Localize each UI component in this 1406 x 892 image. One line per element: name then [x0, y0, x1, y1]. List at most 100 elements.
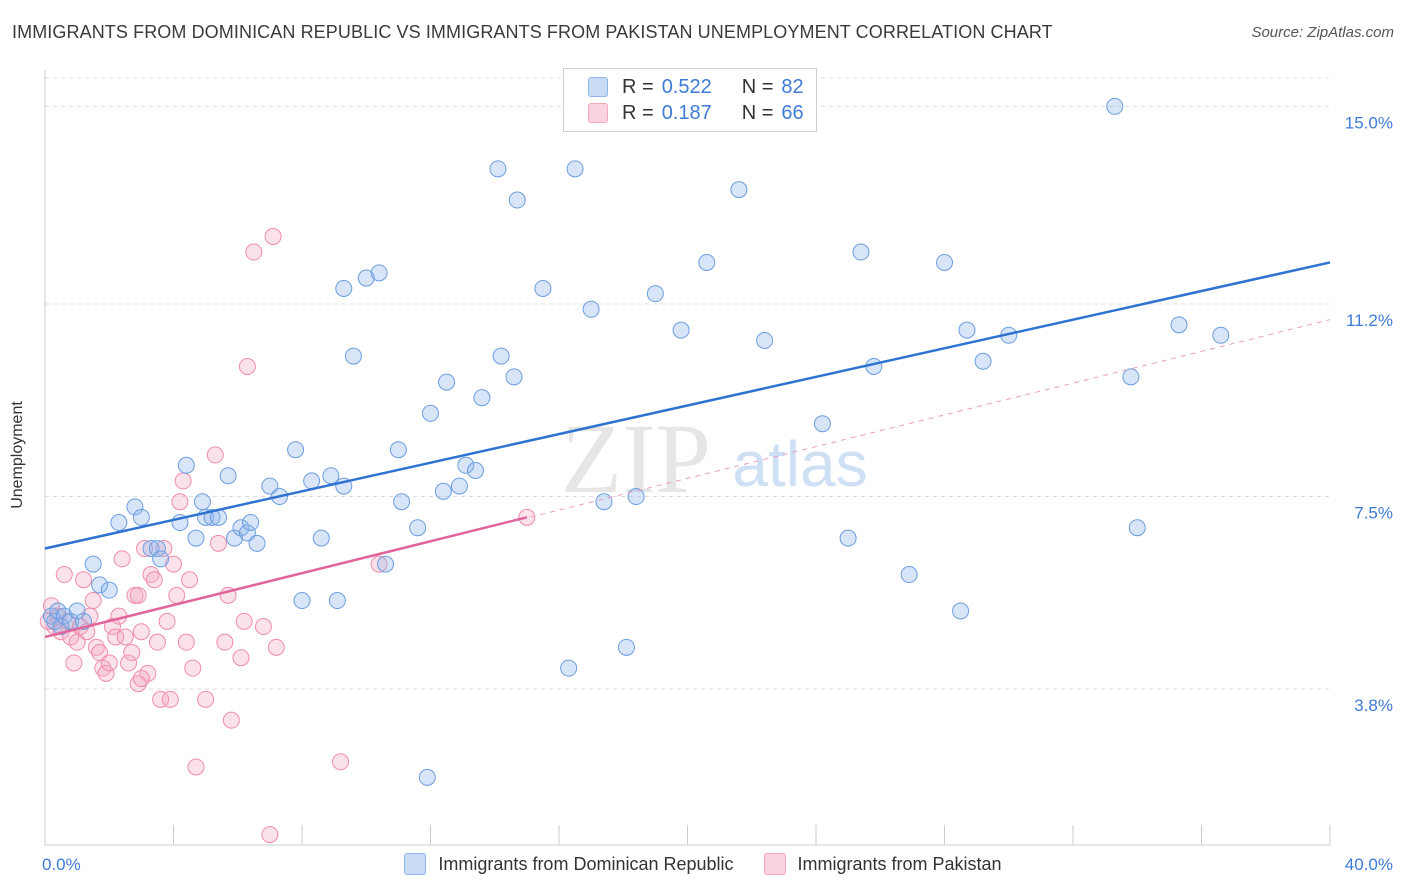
point-pakistan — [161, 690, 179, 708]
point-pakistan — [75, 571, 93, 589]
point-dominican-republic — [322, 467, 340, 485]
series-legend: Immigrants from Dominican Republic Immig… — [0, 852, 1406, 876]
point-dominican-republic — [422, 404, 439, 422]
point-pakistan — [129, 586, 147, 604]
point-dominican-republic — [328, 592, 346, 610]
point-dominican-republic — [219, 467, 237, 485]
gridlines — [45, 77, 1330, 690]
point-dominican-republic — [110, 514, 128, 532]
point-pakistan — [145, 571, 163, 589]
point-pakistan — [152, 690, 170, 708]
point-pakistan — [107, 628, 125, 646]
point-dominican-republic — [434, 482, 452, 500]
point-pakistan — [97, 664, 115, 682]
series-dominican-republic — [42, 97, 1230, 786]
point-pakistan — [103, 618, 121, 636]
point-dominican-republic — [534, 279, 552, 297]
point-dominican-republic — [505, 368, 523, 386]
point-dominican-republic — [1122, 368, 1140, 386]
point-pakistan — [142, 566, 160, 584]
point-pakistan — [136, 540, 154, 558]
point-dominican-republic — [698, 253, 716, 271]
point-dominican-republic — [248, 534, 266, 552]
point-dominican-republic — [389, 441, 407, 459]
r-label: R = — [622, 101, 654, 124]
point-pakistan — [171, 493, 189, 511]
point-dominican-republic — [226, 529, 244, 547]
stats-row-dominican-republic: R = 0.522 N = 82 — [588, 75, 804, 99]
point-pakistan — [267, 638, 285, 656]
point-dominican-republic — [952, 602, 970, 620]
r-value: 0.522 — [661, 75, 712, 98]
point-pakistan — [123, 644, 141, 662]
point-pakistan — [184, 659, 202, 677]
legend-item-pakistan: Immigrants from Pakistan — [763, 853, 1002, 875]
point-pakistan — [177, 633, 195, 651]
point-dominican-republic — [68, 602, 86, 620]
stats-row-pakistan: R = 0.187 N = 66 — [588, 101, 804, 125]
point-dominican-republic — [756, 331, 774, 349]
point-pakistan — [39, 612, 57, 630]
point-dominican-republic — [1170, 316, 1188, 334]
stats-legend: R = 0.522 N = 82 R = 0.187 N = 66 — [563, 68, 817, 132]
point-dominican-republic — [839, 529, 857, 547]
point-dominican-republic — [187, 529, 205, 547]
legend-item-dominican-republic: Immigrants from Dominican Republic — [404, 853, 734, 875]
point-dominican-republic — [852, 243, 870, 261]
n-label: N = — [741, 75, 774, 98]
n-value: 66 — [781, 101, 804, 124]
point-pakistan — [55, 566, 73, 584]
x-tick-label: 0.0% — [42, 855, 81, 874]
source-credit: Source: ZipAtlas.com — [1251, 24, 1394, 41]
point-dominican-republic — [91, 576, 109, 594]
point-pakistan — [264, 227, 282, 245]
legend-label: Immigrants from Pakistan — [797, 853, 1002, 874]
swatch-dominican-republic — [588, 77, 608, 97]
point-dominican-republic — [560, 659, 578, 677]
point-dominican-republic — [242, 514, 260, 532]
point-pakistan — [87, 638, 105, 656]
point-dominican-republic — [303, 472, 321, 490]
point-dominican-republic — [457, 456, 475, 474]
point-dominican-republic — [1212, 326, 1230, 344]
point-dominican-republic — [100, 581, 118, 599]
point-dominican-republic — [177, 456, 195, 474]
point-pakistan — [370, 555, 388, 573]
point-dominican-republic — [595, 493, 613, 511]
series-pakistan — [39, 227, 536, 844]
point-dominican-republic — [646, 285, 664, 303]
point-pakistan — [332, 753, 350, 771]
point-dominican-republic — [958, 321, 976, 339]
point-pakistan — [84, 592, 102, 610]
point-dominican-republic — [418, 768, 436, 786]
point-pakistan — [206, 446, 224, 464]
swatch-pakistan — [588, 103, 608, 123]
point-dominican-republic — [261, 477, 279, 495]
point-pakistan — [238, 357, 256, 375]
point-pakistan — [168, 586, 186, 604]
point-dominican-republic — [193, 493, 211, 511]
y-axis-title: Unemployment — [9, 401, 26, 509]
point-pakistan — [132, 670, 150, 688]
point-dominican-republic — [466, 462, 484, 480]
axes — [44, 70, 1331, 846]
point-dominican-republic — [293, 592, 311, 610]
point-pakistan — [113, 550, 131, 568]
point-dominican-republic — [473, 389, 491, 407]
point-dominican-republic — [312, 529, 330, 547]
point-dominican-republic — [52, 618, 70, 636]
point-pakistan — [245, 243, 263, 261]
point-dominican-republic — [672, 321, 690, 339]
y-tick-label: 7.5% — [1354, 504, 1393, 523]
point-dominican-republic — [627, 488, 645, 506]
chart-title: IMMIGRANTS FROM DOMINICAN REPUBLIC VS IM… — [12, 22, 1053, 42]
point-dominican-republic — [238, 524, 256, 542]
point-dominican-republic — [142, 540, 160, 558]
trendline-dominican-republic — [44, 261, 1331, 550]
point-pakistan — [174, 472, 192, 490]
point-dominican-republic — [730, 181, 748, 199]
trendline-pakistan — [44, 516, 528, 639]
y-tick-labels: 3.8% 7.5% 11.2% 15.0% — [1345, 113, 1393, 715]
trendlines — [44, 261, 1331, 639]
